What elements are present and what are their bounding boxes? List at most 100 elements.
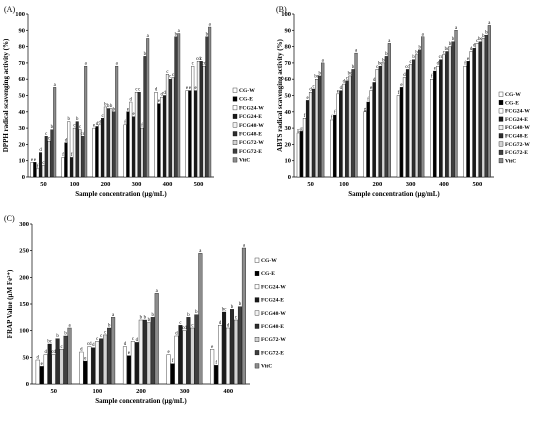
bar-fcg24-w-100	[67, 121, 71, 178]
legend-swatch	[254, 363, 260, 369]
bar-fcg72-e-500	[205, 36, 209, 178]
significance-letter: d	[343, 80, 346, 85]
significance-letter: f	[398, 91, 400, 96]
bar-cg-w-500	[185, 90, 189, 178]
legend-swatch	[498, 91, 504, 97]
significance-letter: b	[482, 34, 485, 39]
bar-cg-w-50	[30, 162, 34, 178]
bar-fcg48-e-100	[75, 121, 79, 178]
significance-letter: c	[376, 65, 378, 70]
bar-cg-e-50	[33, 162, 37, 178]
y-axis-title: DPPH radical scavenging activity (%)	[2, 38, 10, 152]
bar-fcg48-w-500	[475, 43, 479, 178]
bar-fcg72-e-400	[174, 36, 178, 178]
significance-letter: b	[449, 42, 452, 47]
bar-cg-e-50	[299, 131, 304, 178]
bar-fcg72-e-400	[451, 41, 455, 178]
significance-letter: f	[215, 361, 217, 366]
bar-vitc-50	[67, 327, 72, 385]
significance-letter: c	[96, 337, 98, 342]
bar-fcg72-e-50	[50, 129, 54, 178]
bar-fcg72-w-200	[381, 62, 385, 178]
significance-letter: cd	[405, 65, 410, 70]
bar-fcg24-w-200	[130, 341, 135, 385]
legend-item: FCG72-W	[505, 142, 530, 148]
legend-item: FCG24-E	[239, 114, 262, 120]
significance-letter: c	[73, 124, 75, 129]
significance-letter: a	[355, 49, 358, 54]
bar-fcg48-w-200	[375, 69, 379, 178]
bar-cg-w-50	[296, 132, 300, 178]
significance-letter: a	[388, 39, 391, 44]
bar-cg-e-100	[83, 360, 88, 385]
significance-letter: a	[54, 83, 57, 88]
significance-letter: c	[476, 39, 478, 44]
bar-cg-e-300	[170, 363, 175, 385]
bar-vitc-400	[177, 33, 181, 178]
x-axis-title: Sample concentration (μg/mL)	[95, 397, 187, 405]
legend-swatch	[254, 350, 260, 356]
legend-item: FCG24-E	[505, 117, 528, 123]
chart-c: (C) 0 50 100 150 200 250 300 FRAP Value (μM Fe²⁺…	[4, 214, 286, 405]
bar-fcg72-w-50	[315, 79, 319, 178]
significance-letter: a	[85, 62, 88, 67]
legend-swatch	[232, 96, 238, 102]
legend-item: FCG24-W	[505, 109, 530, 115]
bar-fcg24-e-500	[194, 90, 198, 178]
panel-label: (C)	[4, 214, 15, 223]
significance-letter: d	[175, 332, 178, 337]
y-tick-label: 70	[19, 60, 26, 67]
legend-item: FCG72-E	[261, 350, 284, 356]
y-tick-label: 90	[285, 27, 292, 34]
bar-fcg24-w-400	[160, 96, 164, 178]
bar-fcg48-w-200	[103, 106, 107, 178]
significance-letter: cd	[182, 326, 187, 331]
bar-cg-w-200	[92, 127, 96, 178]
x-tick-label: 50	[51, 388, 58, 395]
significance-letter: c	[443, 50, 445, 55]
bar-fcg48-e-500	[199, 61, 203, 178]
significance-letter: d	[92, 343, 95, 348]
significance-letter: d	[219, 321, 222, 326]
bar-fcg48-w-200	[138, 319, 143, 385]
significance-letter: c	[169, 75, 171, 80]
significance-letter: c	[138, 88, 140, 93]
bar-fcg24-w-50	[36, 168, 40, 178]
significance-letter: f	[334, 111, 336, 116]
bar-cg-e-400	[157, 103, 161, 178]
significance-letter: b	[76, 117, 79, 122]
significance-letter: f	[124, 120, 126, 125]
y-tick-label: 40	[285, 109, 292, 116]
bar-fcg72-e-300	[143, 56, 147, 178]
significance-letter: b	[68, 117, 71, 122]
significance-letter: cd	[439, 55, 444, 60]
x-tick-label: 400	[439, 181, 449, 188]
significance-letter: cd	[87, 342, 92, 347]
x-tick-label: 100	[70, 181, 80, 188]
bar-fcg24-w-300	[129, 101, 133, 178]
legend-item: FCG48-E	[261, 324, 284, 330]
legend-item: VitC	[261, 364, 272, 370]
significance-letter: bc	[348, 71, 353, 76]
significance-letter: a	[199, 249, 202, 254]
bar-fcg72-e-200	[384, 56, 388, 178]
significance-letter: c	[132, 337, 134, 342]
significance-letter: d	[161, 93, 164, 98]
significance-letter: e	[31, 158, 33, 163]
bar-cg-e-300	[126, 111, 130, 178]
significance-letter: a	[147, 34, 150, 39]
significance-letter: d	[44, 350, 47, 355]
legend-swatch	[254, 257, 260, 263]
bar-fcg72-w-500	[202, 65, 206, 178]
significance-letter: f	[141, 124, 143, 129]
bar-fcg48-w-50	[308, 92, 313, 178]
bar-fcg48-e-400	[168, 79, 172, 178]
bar-cg-e-500	[188, 90, 192, 178]
y-tick-label: 150	[19, 301, 29, 308]
bar-fcg24-e-100	[70, 157, 74, 178]
bar-fcg48-e-100	[99, 338, 104, 385]
y-axis-title: ABTS radical scavenging activity (%)	[276, 38, 284, 151]
significance-letter: e	[194, 86, 196, 91]
significance-letter: a	[178, 29, 181, 34]
y-tick-label: 90	[19, 27, 26, 34]
